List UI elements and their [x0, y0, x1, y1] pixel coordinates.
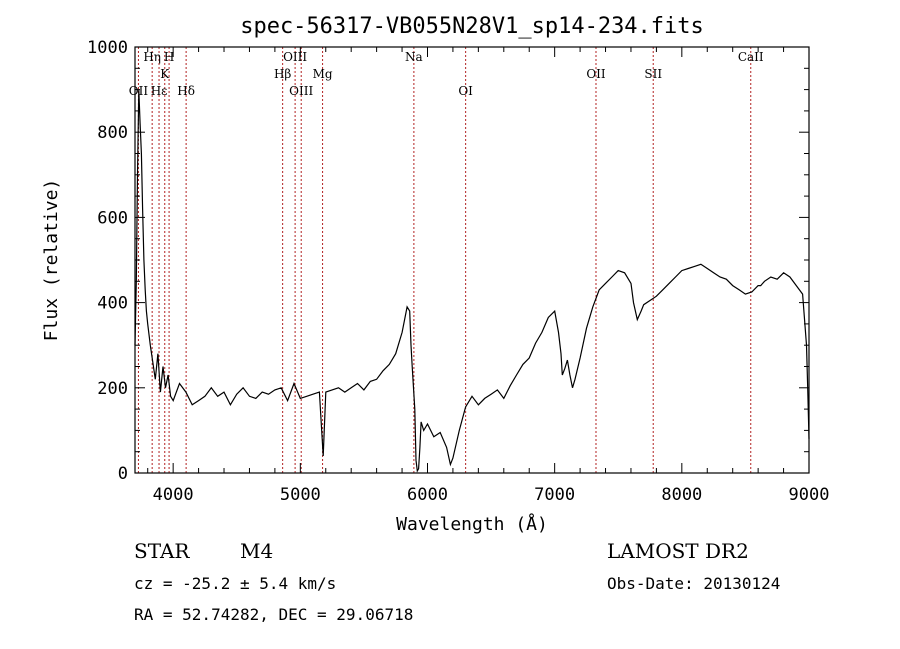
subclass-label: M4: [240, 539, 273, 563]
class-label: STAR: [134, 539, 190, 563]
spectrum-line: [134, 89, 810, 473]
line-annotation-14: CaII: [738, 50, 764, 64]
x-tick-label: 9000: [789, 485, 830, 505]
y-tick-label: 600: [97, 208, 128, 228]
cz-label: cz = -25.2 ± 5.4 km/s: [134, 574, 336, 593]
line-annotation-10: Na: [405, 50, 423, 64]
x-axis: 4000 5000 6000 7000 8000 9000: [147, 47, 830, 505]
line-annotation-12: OII: [586, 67, 606, 81]
x-tick-label: 5000: [280, 485, 321, 505]
y-axis-label: Flux (relative): [41, 179, 62, 342]
x-tick-label: 6000: [407, 485, 448, 505]
x-tick-label: 8000: [661, 485, 702, 505]
line-annotation-2: H: [164, 50, 174, 64]
line-annotation-7: OIII: [283, 50, 307, 64]
survey-label: LAMOST DR2: [607, 539, 749, 563]
line-markers: [137, 47, 752, 473]
x-tick-label: 4000: [153, 485, 194, 505]
line-annotation-11: OI: [458, 84, 473, 98]
obs-date-label: Obs-Date: 20130124: [607, 574, 780, 593]
line-annotation-13: SII: [644, 67, 662, 81]
x-axis-label: Wavelength (Å): [396, 513, 548, 535]
line-annotation-6: Hβ: [274, 67, 291, 81]
x-tick-label: 7000: [534, 485, 575, 505]
line-annotation-8: OIII: [289, 84, 313, 98]
coords-label: RA = 52.74282, DEC = 29.06718: [134, 605, 413, 624]
y-tick-label: 200: [97, 379, 128, 399]
line-annotation-9: Mg: [313, 67, 333, 81]
line-annotation-3: Hε: [151, 84, 168, 98]
y-tick-label: 800: [97, 123, 128, 143]
y-tick-label: 1000: [87, 38, 128, 58]
line-annotation-5: Hδ: [177, 84, 195, 98]
line-annotation-1: Hη: [143, 50, 161, 64]
line-annotation-4: K: [160, 67, 170, 81]
y-tick-label: 0: [118, 464, 128, 484]
plot-frame: [134, 46, 810, 474]
chart-title: spec-56317-VB055N28V1_sp14-234.fits: [240, 14, 704, 39]
y-tick-label: 400: [97, 294, 128, 314]
y-axis: 0 200 400 600 800 1000: [87, 38, 809, 484]
